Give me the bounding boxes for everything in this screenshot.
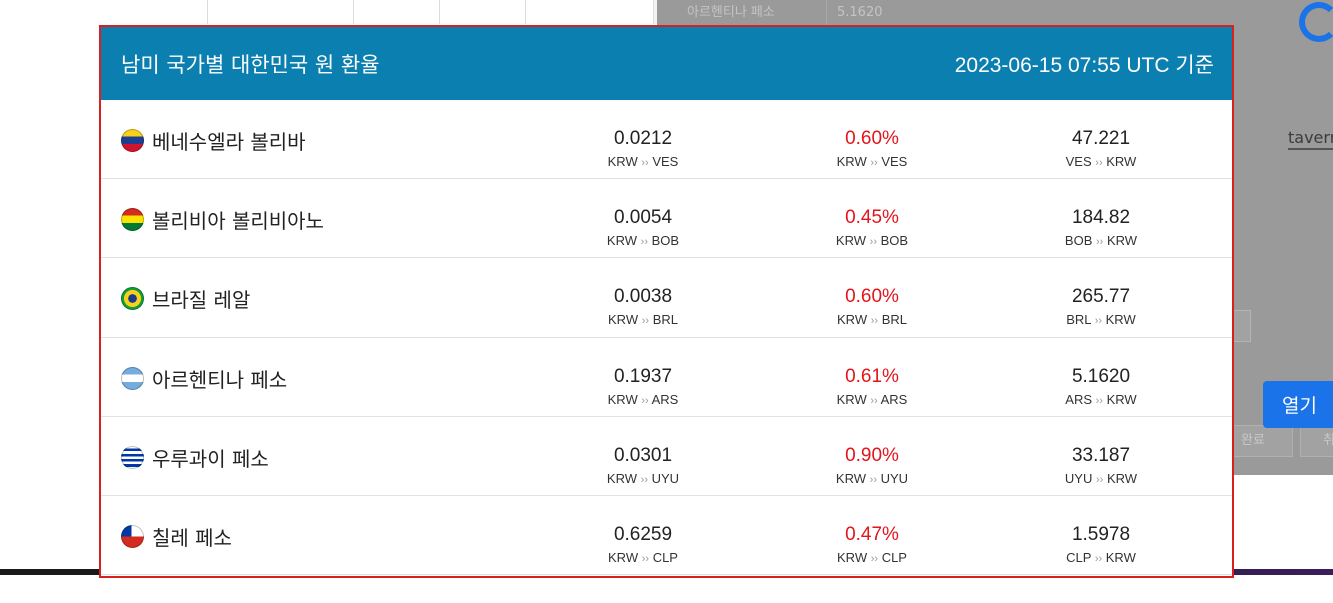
inverse-rate-cell: 5.1620 ARS ›› KRW [1031, 363, 1171, 407]
inverse-pair: BRL ›› KRW [1066, 312, 1136, 328]
currency-name-label: 브라질 레알 [152, 288, 251, 313]
change-cell: 0.60% KRW ›› VES [802, 125, 942, 169]
rate-value: 0.6259 [613, 523, 673, 545]
change-pair: KRW ›› UYU [835, 470, 909, 486]
rate-pair: KRW ›› BRL [608, 312, 678, 328]
currency-name: 아르헨티나 페소 [121, 364, 287, 393]
rate-cell: 0.1937 KRW ›› ARS [573, 363, 713, 407]
rate-pair: KRW ›› ARS [607, 391, 679, 407]
inverse-pair: ARS ›› KRW [1065, 391, 1137, 407]
change-pair: KRW ›› BRL [837, 312, 907, 328]
rate-value: 0.0301 [613, 444, 673, 466]
rate-cell: 0.6259 KRW ›› CLP [573, 521, 713, 565]
rate-cell: 0.0301 KRW ›› UYU [573, 442, 713, 486]
app-logo-icon [1299, 2, 1333, 42]
overlay-row-name: 아르헨티나 페소 [677, 0, 827, 25]
inverse-rate-cell: 184.82 BOB ›› KRW [1031, 204, 1171, 248]
inverse-rate-value: 47.221 [1071, 128, 1131, 149]
inverse-rate-value: 265.77 [1071, 286, 1131, 308]
background-tab[interactable] [354, 0, 440, 24]
currency-row-ves[interactable]: 베네수엘라 볼리바 0.0212 KRW ›› VES 0.60% KRW ››… [101, 100, 1232, 180]
inverse-rate-value: 5.1620 [1071, 365, 1131, 387]
rate-pair: KRW ›› BOB [606, 233, 680, 249]
widget-header: 남미 국가별 대한민국 원 환율 2023-06-15 07:55 UTC 기준 [101, 27, 1232, 100]
change-percent: 0.60% [845, 286, 899, 308]
inverse-pair: BOB ›› KRW [1064, 233, 1138, 249]
inverse-rate-cell: 1.5978 CLP ›› KRW [1031, 521, 1171, 565]
currency-name: 베네수엘라 볼리바 [121, 126, 306, 155]
rate-value: 0.1937 [613, 365, 673, 387]
inverse-rate-value: 33.187 [1071, 444, 1131, 466]
currency-row-clp[interactable]: 칠레 페소 0.6259 KRW ›› CLP 0.47% KRW ›› CLP… [101, 496, 1232, 576]
rate-list: 베네수엘라 볼리바 0.0212 KRW ›› VES 0.60% KRW ››… [101, 100, 1232, 576]
overlay-row-value: 5.1620 [837, 5, 883, 20]
change-cell: 0.61% KRW ›› ARS [802, 363, 942, 407]
inverse-pair: CLP ›› KRW [1066, 549, 1136, 565]
currency-row-bob[interactable]: 볼리비아 볼리비아노 0.0054 KRW ›› BOB 0.45% KRW ›… [101, 179, 1232, 259]
currency-name-label: 칠레 페소 [152, 525, 232, 550]
rate-timestamp: 2023-06-15 07:55 UTC 기준 [954, 53, 1214, 77]
uruguay-flag-icon [121, 445, 144, 469]
inverse-pair: UYU ›› KRW [1064, 470, 1138, 486]
change-percent: 0.45% [845, 207, 899, 229]
inverse-rate-value: 184.82 [1071, 207, 1131, 229]
chile-flag-icon [121, 524, 144, 548]
change-cell: 0.47% KRW ›› CLP [802, 521, 942, 565]
background-tab[interactable] [440, 0, 526, 24]
currency-name: 칠레 페소 [121, 522, 232, 551]
argentina-flag-icon [121, 366, 144, 390]
currency-row-ars[interactable]: 아르헨티나 페소 0.1937 KRW ›› ARS 0.61% KRW ›› … [101, 338, 1232, 417]
currency-name: 우루과이 페소 [121, 443, 269, 472]
background-tab[interactable] [526, 0, 654, 24]
change-pair: KRW ›› BOB [835, 233, 909, 249]
change-percent: 0.47% [845, 523, 899, 545]
change-percent: 0.90% [845, 444, 899, 466]
currency-name: 볼리비아 볼리비아노 [121, 205, 324, 234]
rate-pair: KRW ›› VES [607, 154, 679, 169]
venezuela-flag-icon [121, 129, 144, 152]
change-percent: 0.61% [845, 365, 899, 387]
currency-name: 브라질 레알 [121, 284, 250, 313]
side-link-text[interactable]: taverr [1288, 128, 1333, 150]
rate-value: 0.0038 [613, 286, 673, 308]
change-pair: KRW ›› VES [836, 154, 908, 169]
change-cell: 0.60% KRW ›› BRL [802, 283, 942, 327]
inverse-rate-value: 1.5978 [1071, 523, 1131, 545]
currency-name-label: 아르헨티나 페소 [152, 367, 288, 392]
bolivia-flag-icon [121, 208, 144, 232]
change-cell: 0.90% KRW ›› UYU [802, 442, 942, 486]
rate-pair: KRW ›› UYU [606, 470, 680, 486]
overlay-table-row: 아르헨티나 페소 5.1620 [677, 0, 907, 26]
cancel-button[interactable]: 취 [1300, 425, 1333, 457]
open-button[interactable]: 열기 [1263, 381, 1333, 428]
currency-row-brl[interactable]: 브라질 레알 0.0038 KRW ›› BRL 0.60% KRW ›› BR… [101, 258, 1232, 338]
change-cell: 0.45% KRW ›› BOB [802, 204, 942, 248]
widget-title: 남미 국가별 대한민국 원 환율 [121, 52, 380, 77]
inverse-rate-cell: 33.187 UYU ›› KRW [1031, 442, 1171, 486]
inverse-rate-cell: 265.77 BRL ›› KRW [1031, 283, 1171, 327]
rate-cell: 0.0038 KRW ›› BRL [573, 283, 713, 327]
exchange-rate-widget: 남미 국가별 대한민국 원 환율 2023-06-15 07:55 UTC 기준… [99, 25, 1234, 578]
change-pair: KRW ›› ARS [836, 391, 908, 407]
currency-name-label: 베네수엘라 볼리바 [152, 130, 306, 154]
rate-value: 0.0212 [613, 128, 673, 149]
rate-cell: 0.0212 KRW ›› VES [573, 125, 713, 169]
rate-pair: KRW ›› CLP [608, 549, 678, 565]
inverse-rate-cell: 47.221 VES ›› KRW [1031, 125, 1171, 169]
currency-name-label: 볼리비아 볼리비아노 [152, 209, 324, 234]
background-tab[interactable] [100, 0, 208, 24]
rate-value: 0.0054 [613, 207, 673, 229]
background-tab[interactable] [208, 0, 354, 24]
change-percent: 0.60% [845, 128, 899, 149]
currency-name-label: 우루과이 페소 [152, 446, 269, 471]
change-pair: KRW ›› CLP [837, 549, 907, 565]
brazil-flag-icon [121, 287, 144, 311]
currency-row-uyu[interactable]: 우루과이 페소 0.0301 KRW ›› UYU 0.90% KRW ›› U… [101, 417, 1232, 496]
rate-cell: 0.0054 KRW ›› BOB [573, 204, 713, 248]
inverse-pair: VES ›› KRW [1065, 154, 1137, 169]
